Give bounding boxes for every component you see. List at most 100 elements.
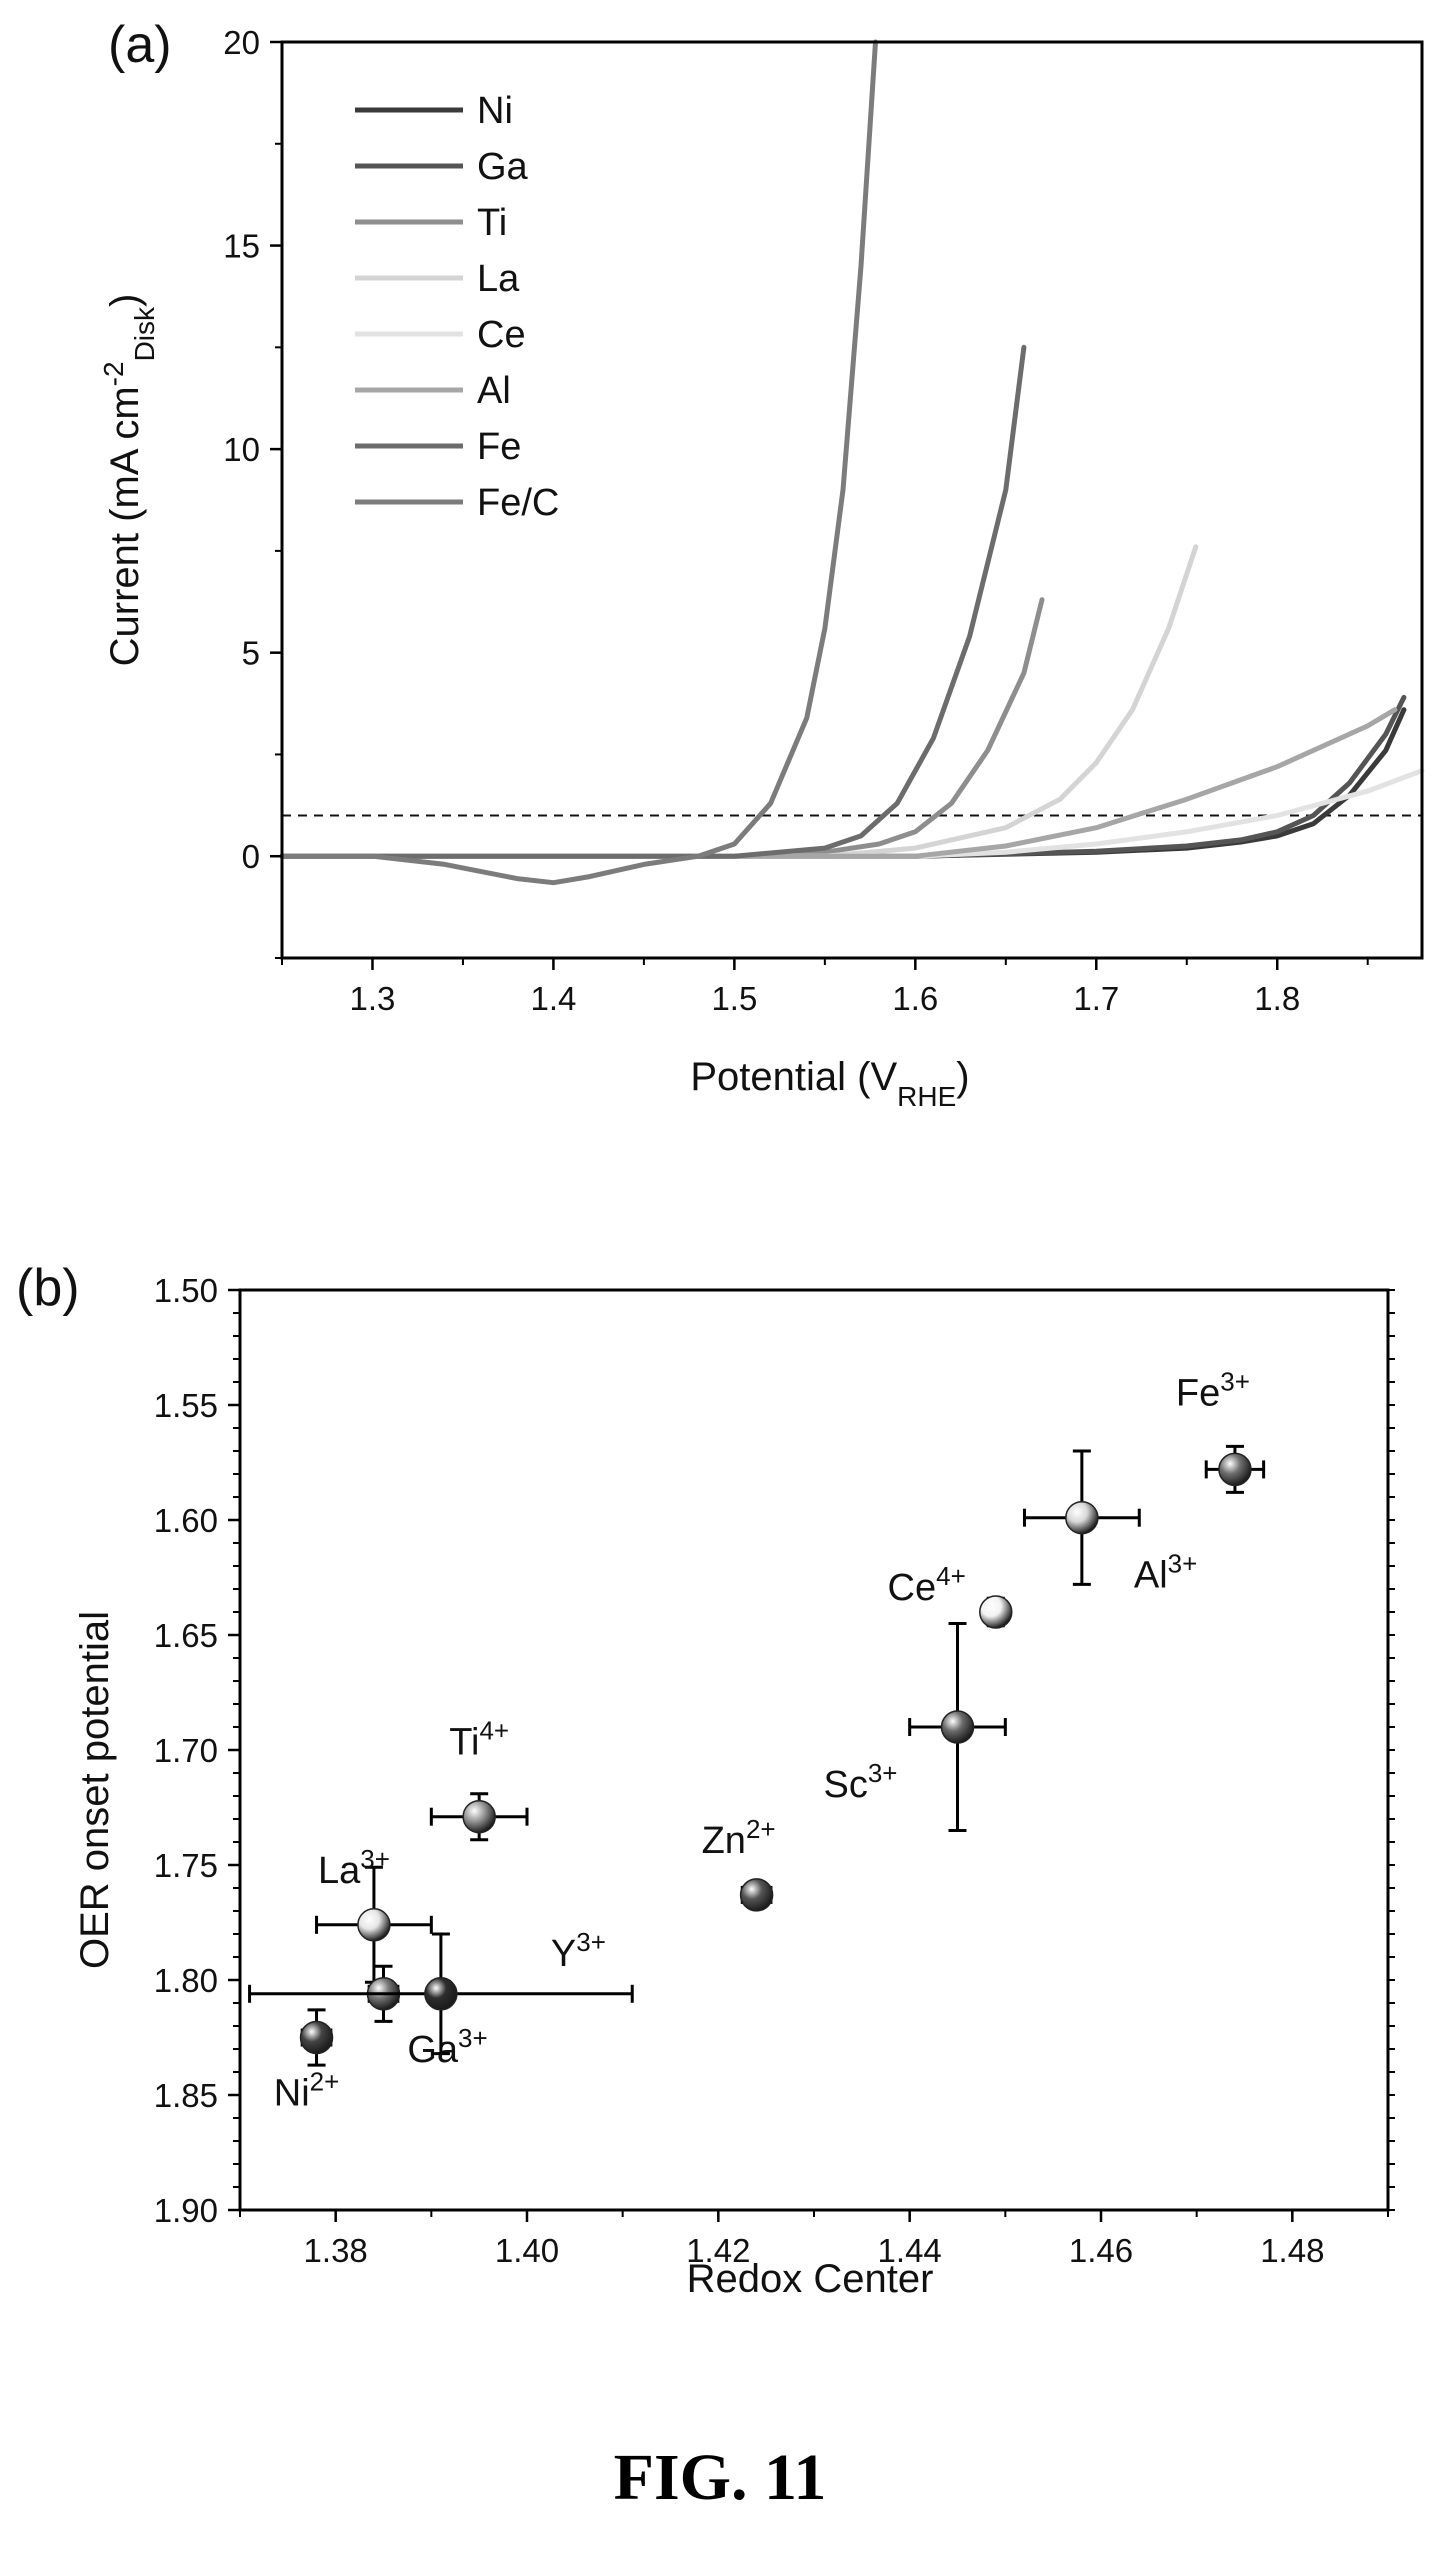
series-line-ce bbox=[279, 768, 1425, 859]
panel-a-label: (a) bbox=[108, 16, 172, 74]
series-line-al bbox=[279, 707, 1398, 859]
figure-caption: FIG. 11 bbox=[613, 2441, 827, 2514]
marker-ni bbox=[299, 2020, 334, 2055]
panel-b: (b) 1.38 1.40 1.42 1.44 1.46 1.48 1.50 1.55 1.60… bbox=[16, 1259, 1395, 2301]
panel-a-legend: Ni Ga Ti La Ce Al Fe Fe/C bbox=[355, 90, 559, 524]
panel-b-y-tick-label: 1.75 bbox=[154, 1847, 218, 1884]
series-line-ga bbox=[279, 694, 1407, 859]
panel-a-y-tick-label: 10 bbox=[223, 431, 260, 468]
panel-b-x-tick-label: 1.38 bbox=[304, 2232, 368, 2269]
marker-zn bbox=[739, 1878, 774, 1912]
ion-label-la: La3+ bbox=[318, 1844, 390, 1892]
panel-a-plot-frame bbox=[280, 40, 1424, 960]
legend-label: Ga bbox=[477, 146, 529, 188]
ion-charge: 3+ bbox=[576, 1927, 606, 1957]
legend-label: Ti bbox=[477, 202, 507, 244]
panel-a-y-tick-label: 5 bbox=[242, 635, 260, 672]
panel-b-y-tick-label: 1.55 bbox=[154, 1387, 218, 1424]
ion-symbol: Zn bbox=[702, 1820, 746, 1862]
panel-b-x-tick-label: 1.46 bbox=[1069, 2232, 1133, 2269]
panel-b-y-tick-label: 1.90 bbox=[154, 2192, 218, 2229]
ion-label-al: Al3+ bbox=[1134, 1549, 1197, 1597]
panel-b-plot-frame bbox=[238, 1288, 1390, 2212]
legend-label: Ni bbox=[477, 90, 513, 132]
ion-charge: 4+ bbox=[936, 1561, 966, 1591]
marker-sc bbox=[940, 1710, 975, 1744]
ion-label-fe: Fe3+ bbox=[1176, 1366, 1250, 1414]
marker-fe bbox=[1218, 1452, 1252, 1487]
ion-charge: 4+ bbox=[479, 1716, 509, 1746]
panel-a-y-tick-label: 20 bbox=[223, 24, 260, 61]
panel-b-x-tick-label: 1.42 bbox=[686, 2232, 750, 2269]
ion-symbol: Ni bbox=[274, 2073, 310, 2115]
data-point-la: La3+ bbox=[315, 1844, 433, 1984]
data-point-zn: Zn2+ bbox=[702, 1814, 776, 1912]
ion-symbol: Sc bbox=[823, 1764, 867, 1806]
ion-symbol: La bbox=[318, 1850, 361, 1892]
panel-a: (a) 1.3 1.4 1.5 1.6 1.7 1.8 0 5 10 15 20 Ni Ga Ti La C… bbox=[98, 16, 1425, 1112]
data-point-y: Y3+ bbox=[248, 1927, 634, 2056]
panel-a-y-tick-label: 15 bbox=[223, 228, 260, 265]
ion-label-ti: Ti4+ bbox=[449, 1716, 509, 1764]
panel-a-x-tick-label: 1.6 bbox=[892, 980, 938, 1017]
panel-b-y-tick-label: 1.85 bbox=[154, 2077, 218, 2114]
ion-charge: 3+ bbox=[1220, 1366, 1250, 1396]
data-point-ce: Ce4+ bbox=[888, 1561, 1013, 1629]
series-line-fe bbox=[279, 344, 1027, 859]
panel-b-y-tick-label: 1.50 bbox=[154, 1272, 218, 1309]
legend-label: Al bbox=[477, 370, 511, 412]
ion-charge: 2+ bbox=[310, 2067, 340, 2097]
panel-b-x-tick-label: 1.44 bbox=[878, 2232, 942, 2269]
data-point-ga: Ga3+ bbox=[366, 1964, 488, 2071]
legend-label: La bbox=[477, 258, 520, 300]
series-line-fe-c bbox=[279, 39, 878, 886]
ion-charge: 3+ bbox=[868, 1758, 898, 1788]
marker-ce bbox=[979, 1595, 1013, 1629]
panel-a-x-tick-label: 1.8 bbox=[1254, 980, 1300, 1017]
panel-b-x-tick-label: 1.40 bbox=[495, 2232, 559, 2269]
data-point-ni: Ni2+ bbox=[274, 2008, 340, 2115]
ion-label-zn: Zn2+ bbox=[702, 1814, 776, 1862]
panel-b-x-tick-label: 1.48 bbox=[1260, 2232, 1324, 2269]
panel-b-y-axis-title: OER onset potential bbox=[73, 1611, 117, 1969]
legend-label: Fe/C bbox=[477, 482, 559, 524]
series-line-la bbox=[279, 544, 1199, 859]
panel-a-y-tick-label: 0 bbox=[242, 838, 260, 875]
panel-b-y-tick-label: 1.65 bbox=[154, 1617, 218, 1654]
marker-ti bbox=[462, 1799, 496, 1834]
panel-a-x-axis-title: Potential (VRHE) bbox=[690, 1055, 969, 1112]
panel-b-label: (b) bbox=[16, 1259, 80, 1317]
panel-b-y-tick-label: 1.60 bbox=[154, 1502, 218, 1539]
ion-charge: 3+ bbox=[360, 1844, 390, 1874]
panel-b-x-axis-title: Redox Center bbox=[687, 2257, 934, 2301]
legend-label: Fe bbox=[477, 426, 521, 468]
panel-b-y-tick-label: 1.70 bbox=[154, 1732, 218, 1769]
marker-y bbox=[424, 1977, 458, 2011]
panel-b-y-tick-label: 1.80 bbox=[154, 1962, 218, 1999]
marker-la bbox=[357, 1908, 391, 1942]
legend-label: Ce bbox=[477, 314, 526, 356]
ion-label-y: Y3+ bbox=[551, 1927, 606, 1975]
ion-symbol: Fe bbox=[1176, 1372, 1220, 1414]
ion-charge: 3+ bbox=[458, 2023, 488, 2053]
ion-symbol: Ti bbox=[449, 1722, 479, 1764]
series-line-ti bbox=[279, 597, 1045, 859]
ion-label-ga: Ga3+ bbox=[407, 2023, 487, 2071]
ion-symbol: Ga bbox=[407, 2029, 459, 2071]
ion-symbol: Ce bbox=[888, 1567, 937, 1609]
data-point-al: Al3+ bbox=[1022, 1449, 1197, 1597]
panel-a-x-tick-label: 1.5 bbox=[711, 980, 757, 1017]
data-point-sc: Sc3+ bbox=[823, 1622, 1007, 1832]
ion-label-ce: Ce4+ bbox=[888, 1561, 966, 1609]
marker-al bbox=[1065, 1500, 1099, 1535]
ion-symbol: Al bbox=[1134, 1555, 1168, 1597]
ion-charge: 3+ bbox=[1168, 1549, 1198, 1579]
ion-label-sc: Sc3+ bbox=[823, 1758, 897, 1806]
ion-label-ni: Ni2+ bbox=[274, 2067, 340, 2115]
panel-a-x-tick-label: 1.7 bbox=[1073, 980, 1119, 1017]
data-point-fe: Fe3+ bbox=[1176, 1366, 1266, 1494]
panel-a-x-tick-label: 1.3 bbox=[350, 980, 396, 1017]
ion-symbol: Y bbox=[551, 1933, 576, 1975]
panel-a-x-tick-label: 1.4 bbox=[530, 980, 576, 1017]
